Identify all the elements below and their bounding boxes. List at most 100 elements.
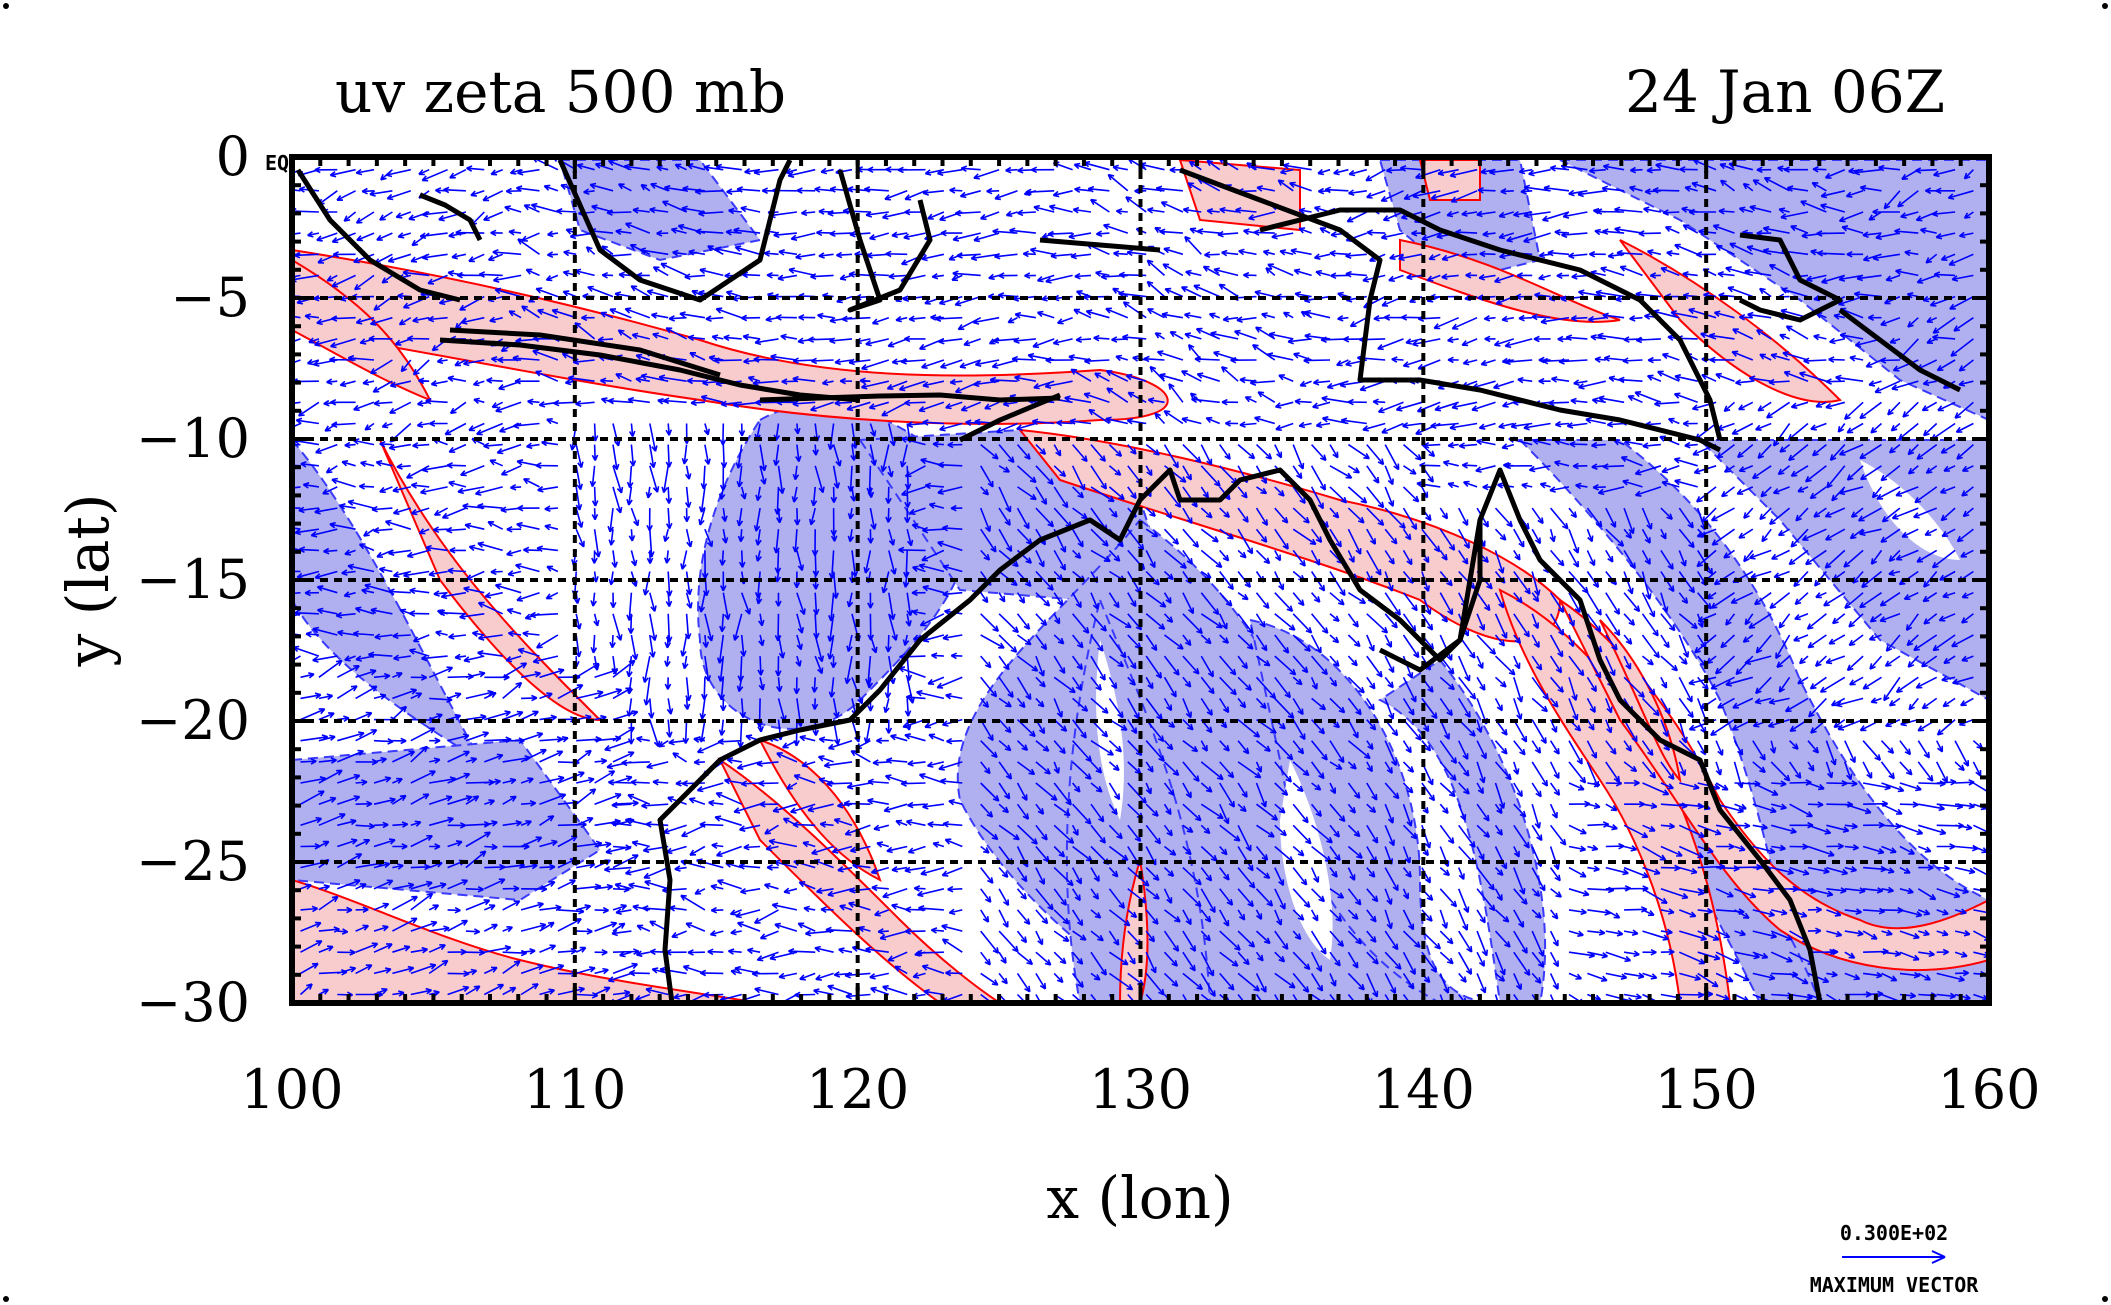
wind-vector	[1568, 655, 1585, 677]
wind-vector	[937, 168, 963, 177]
wind-vector	[617, 183, 632, 192]
wind-vector	[894, 965, 908, 975]
wind-vector	[410, 987, 432, 996]
wind-vector	[1053, 740, 1066, 755]
wind-vector	[1557, 335, 1570, 343]
wind-vector	[1035, 951, 1052, 966]
wind-vector	[591, 508, 599, 521]
wind-vector	[1164, 909, 1181, 923]
wind-vector	[876, 841, 890, 848]
wind-vector	[1208, 312, 1220, 319]
wind-vector	[630, 285, 651, 298]
wind-vector	[713, 357, 742, 364]
wind-vector	[656, 229, 669, 237]
wind-vector	[354, 606, 375, 615]
wind-vector	[1568, 507, 1578, 519]
wind-vector	[490, 168, 503, 176]
wind-vector	[635, 353, 651, 361]
wind-vector	[1398, 253, 1423, 262]
wind-vector	[378, 566, 393, 574]
wind-vector	[847, 507, 855, 520]
wind-vector	[1568, 930, 1584, 937]
wind-vector	[737, 921, 761, 932]
wind-vector	[1127, 391, 1147, 404]
wind-vector	[495, 401, 522, 413]
wind-vector	[607, 972, 632, 983]
wind-vector	[1239, 421, 1257, 428]
wind-vector	[793, 774, 816, 784]
wind-vector	[874, 909, 890, 917]
wind-vector	[685, 922, 706, 932]
wind-vector	[991, 359, 1018, 369]
wind-vector	[973, 232, 1000, 243]
wind-vector	[373, 672, 391, 680]
wind-vector	[1256, 740, 1271, 752]
wind-vector	[604, 866, 632, 873]
wind-vector	[1156, 350, 1184, 361]
wind-vector	[373, 295, 393, 311]
wind-vector	[1108, 930, 1120, 946]
wind-vector	[594, 906, 609, 914]
wind-vector	[1451, 401, 1478, 410]
wind-vector	[1421, 528, 1441, 553]
wind-vector	[1329, 740, 1345, 764]
wind-vector	[318, 712, 335, 721]
wind-vector	[1255, 845, 1269, 861]
wind-vector	[615, 373, 632, 382]
wind-vector	[1218, 613, 1228, 630]
wind-vector	[777, 274, 798, 282]
wind-vector	[909, 507, 926, 516]
wind-vector	[1053, 782, 1072, 806]
wind-vector	[388, 549, 411, 557]
wind-vector	[1014, 311, 1037, 319]
wind-vector	[699, 821, 724, 828]
wind-vector	[814, 634, 825, 663]
wind-vector	[1035, 740, 1050, 752]
wind-vector	[1513, 973, 1522, 991]
wind-vector	[611, 929, 632, 937]
wind-vector	[512, 422, 540, 429]
wind-vector	[861, 359, 890, 371]
wind-vector	[1164, 634, 1184, 650]
wind-vector	[521, 232, 540, 242]
wind-vector	[624, 307, 651, 319]
wind-vector	[1310, 613, 1329, 634]
wind-vector	[1145, 782, 1152, 795]
wind-vector	[1219, 845, 1228, 856]
wind-vector	[1219, 761, 1235, 779]
wind-vector	[392, 737, 407, 745]
wind-vector	[1090, 676, 1102, 691]
wind-vector	[1384, 951, 1402, 970]
wind-vector	[801, 761, 816, 768]
wind-vector	[1347, 930, 1362, 945]
wind-vector	[1347, 398, 1367, 406]
wind-vector	[695, 228, 724, 235]
wind-vector	[1155, 185, 1183, 193]
wind-vector	[685, 677, 692, 702]
wind-vector	[740, 780, 761, 788]
wind-vector	[1590, 334, 1606, 341]
wind-vector	[924, 482, 944, 490]
wind-vector	[355, 316, 375, 325]
wind-vector	[1219, 592, 1233, 607]
wind-vector	[612, 486, 623, 514]
wind-vector	[1200, 549, 1223, 569]
wind-vector	[1213, 267, 1239, 277]
wind-vector	[810, 401, 834, 412]
wind-vector	[1074, 272, 1092, 280]
wind-vector	[490, 229, 503, 237]
wind-vector	[942, 524, 963, 532]
wind-vector	[1274, 782, 1289, 796]
wind-vector	[612, 799, 639, 807]
wind-vector	[355, 942, 379, 953]
wind-vector	[1494, 634, 1506, 647]
wind-vector	[1163, 782, 1175, 796]
wind-vector	[936, 676, 963, 689]
wind-vector	[521, 800, 537, 807]
wind-vector	[563, 249, 577, 257]
wind-vector	[1237, 613, 1254, 634]
wind-vector	[463, 359, 485, 367]
wind-vector	[387, 253, 412, 263]
wind-vector	[867, 166, 889, 174]
wind-vector	[594, 770, 616, 784]
